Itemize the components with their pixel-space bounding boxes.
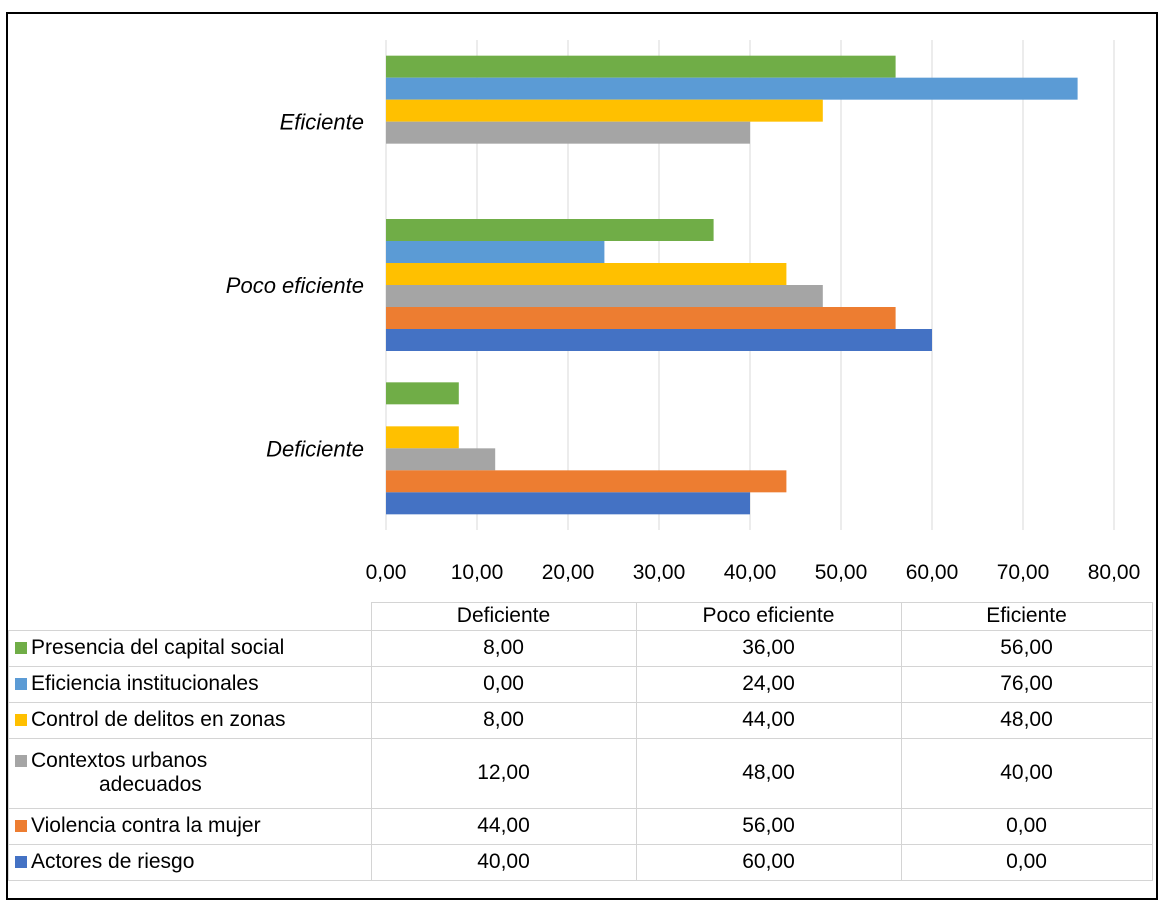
table-cell: 0,00 [370,665,637,703]
bar [386,55,896,78]
x-tick-label: 70,00 [997,561,1050,584]
x-tick-label: 80,00 [1088,561,1141,584]
column-header: Poco eficiente [635,602,902,631]
series-name-line1: Contextos urbanos [31,749,208,772]
x-tick-label: 30,00 [633,561,686,584]
series-name: Presencia del capital social [31,636,285,659]
bar [386,121,750,144]
series-name: Violencia contra la mujer [31,814,261,837]
bar [386,307,896,329]
table-cell: 36,00 [635,629,902,667]
table-cell: 8,00 [370,629,637,667]
table-cell: 76,00 [900,665,1153,703]
bar [386,492,750,515]
table-cell: 24,00 [635,665,902,703]
x-tick-label: 60,00 [906,561,959,584]
table-row: Actores de riesgo 40,00 60,00 0,00 [8,843,1153,881]
bar-chart: Deficiente Poco eficiente Eficiente 0,00 10… [226,40,1141,584]
legend-entry: Contextos urbanos adecuados [8,737,372,809]
x-tick-label: 20,00 [542,561,595,584]
legend-swatch [15,714,27,726]
legend-swatch [15,856,27,868]
legend-entry: Actores de riesgo [8,843,372,881]
bar [386,448,496,471]
legend-swatch [15,678,27,690]
table-cell: 48,00 [900,701,1153,739]
table-cell: 40,00 [900,737,1153,809]
legend-entry: Presencia del capital social [8,629,372,667]
table-cell: 8,00 [370,701,637,739]
table-row: Contextos urbanos adecuados 12,00 48,00 4… [8,737,1153,809]
legend-swatch [15,642,27,654]
table-cell: 40,00 [370,843,637,881]
bar [386,426,459,449]
table-cell: 56,00 [635,807,902,845]
table-row: Control de delitos en zonas 8,00 44,00 4… [8,701,1153,739]
table-cell: 56,00 [900,629,1153,667]
table-corner [8,602,372,631]
bar [386,77,1078,100]
table-cell: 60,00 [635,843,902,881]
bar [386,329,932,351]
table-cell: 44,00 [635,701,902,739]
legend-swatch [15,755,27,767]
bar [386,99,823,122]
table-row: Eficiencia institucionales 0,00 24,00 76… [8,665,1153,703]
legend-entry: Violencia contra la mujer [8,807,372,845]
legend-entry: Eficiencia institucionales [8,665,372,703]
x-tick-label: 0,00 [366,561,407,584]
chart-frame [6,12,1158,900]
series-name: Actores de riesgo [31,850,195,873]
y-axis-labels: Deficiente Poco eficiente Eficiente [226,110,364,462]
x-axis-labels: 0,00 10,00 20,00 30,00 40,00 50,00 60,00 70,00 8… [366,561,1141,584]
column-header: Deficiente [370,602,637,631]
bar [386,241,605,263]
table-cell: 48,00 [635,737,902,809]
y-tick-label: Poco eficiente [226,273,364,298]
x-tick-label: 40,00 [724,561,777,584]
table-cell: 12,00 [370,737,637,809]
column-header: Eficiente [900,602,1153,631]
y-tick-label: Eficiente [280,110,364,135]
table-header-row: Deficiente Poco eficiente Eficiente [8,602,1153,631]
bars [386,55,1078,515]
series-name: Control de delitos en zonas [31,708,286,731]
series-name-line2: adecuados [99,773,202,796]
table-row: Violencia contra la mujer 44,00 56,00 0,… [8,807,1153,845]
bar [386,263,787,285]
table-cell: 0,00 [900,843,1153,881]
table-cell: 0,00 [900,807,1153,845]
y-tick-label: Deficiente [266,436,364,461]
series-name: Eficiencia institucionales [31,672,259,695]
x-tick-label: 50,00 [815,561,868,584]
x-tick-label: 10,00 [451,561,504,584]
table-row: Presencia del capital social 8,00 36,00 … [8,629,1153,667]
bar [386,219,714,241]
legend-swatch [15,820,27,832]
bar [386,470,787,493]
bar [386,285,823,307]
data-table: Deficiente Poco eficiente Eficiente Pres… [8,602,1153,881]
table-cell: 44,00 [370,807,637,845]
bar [386,382,459,405]
legend-entry: Control de delitos en zonas [8,701,372,739]
